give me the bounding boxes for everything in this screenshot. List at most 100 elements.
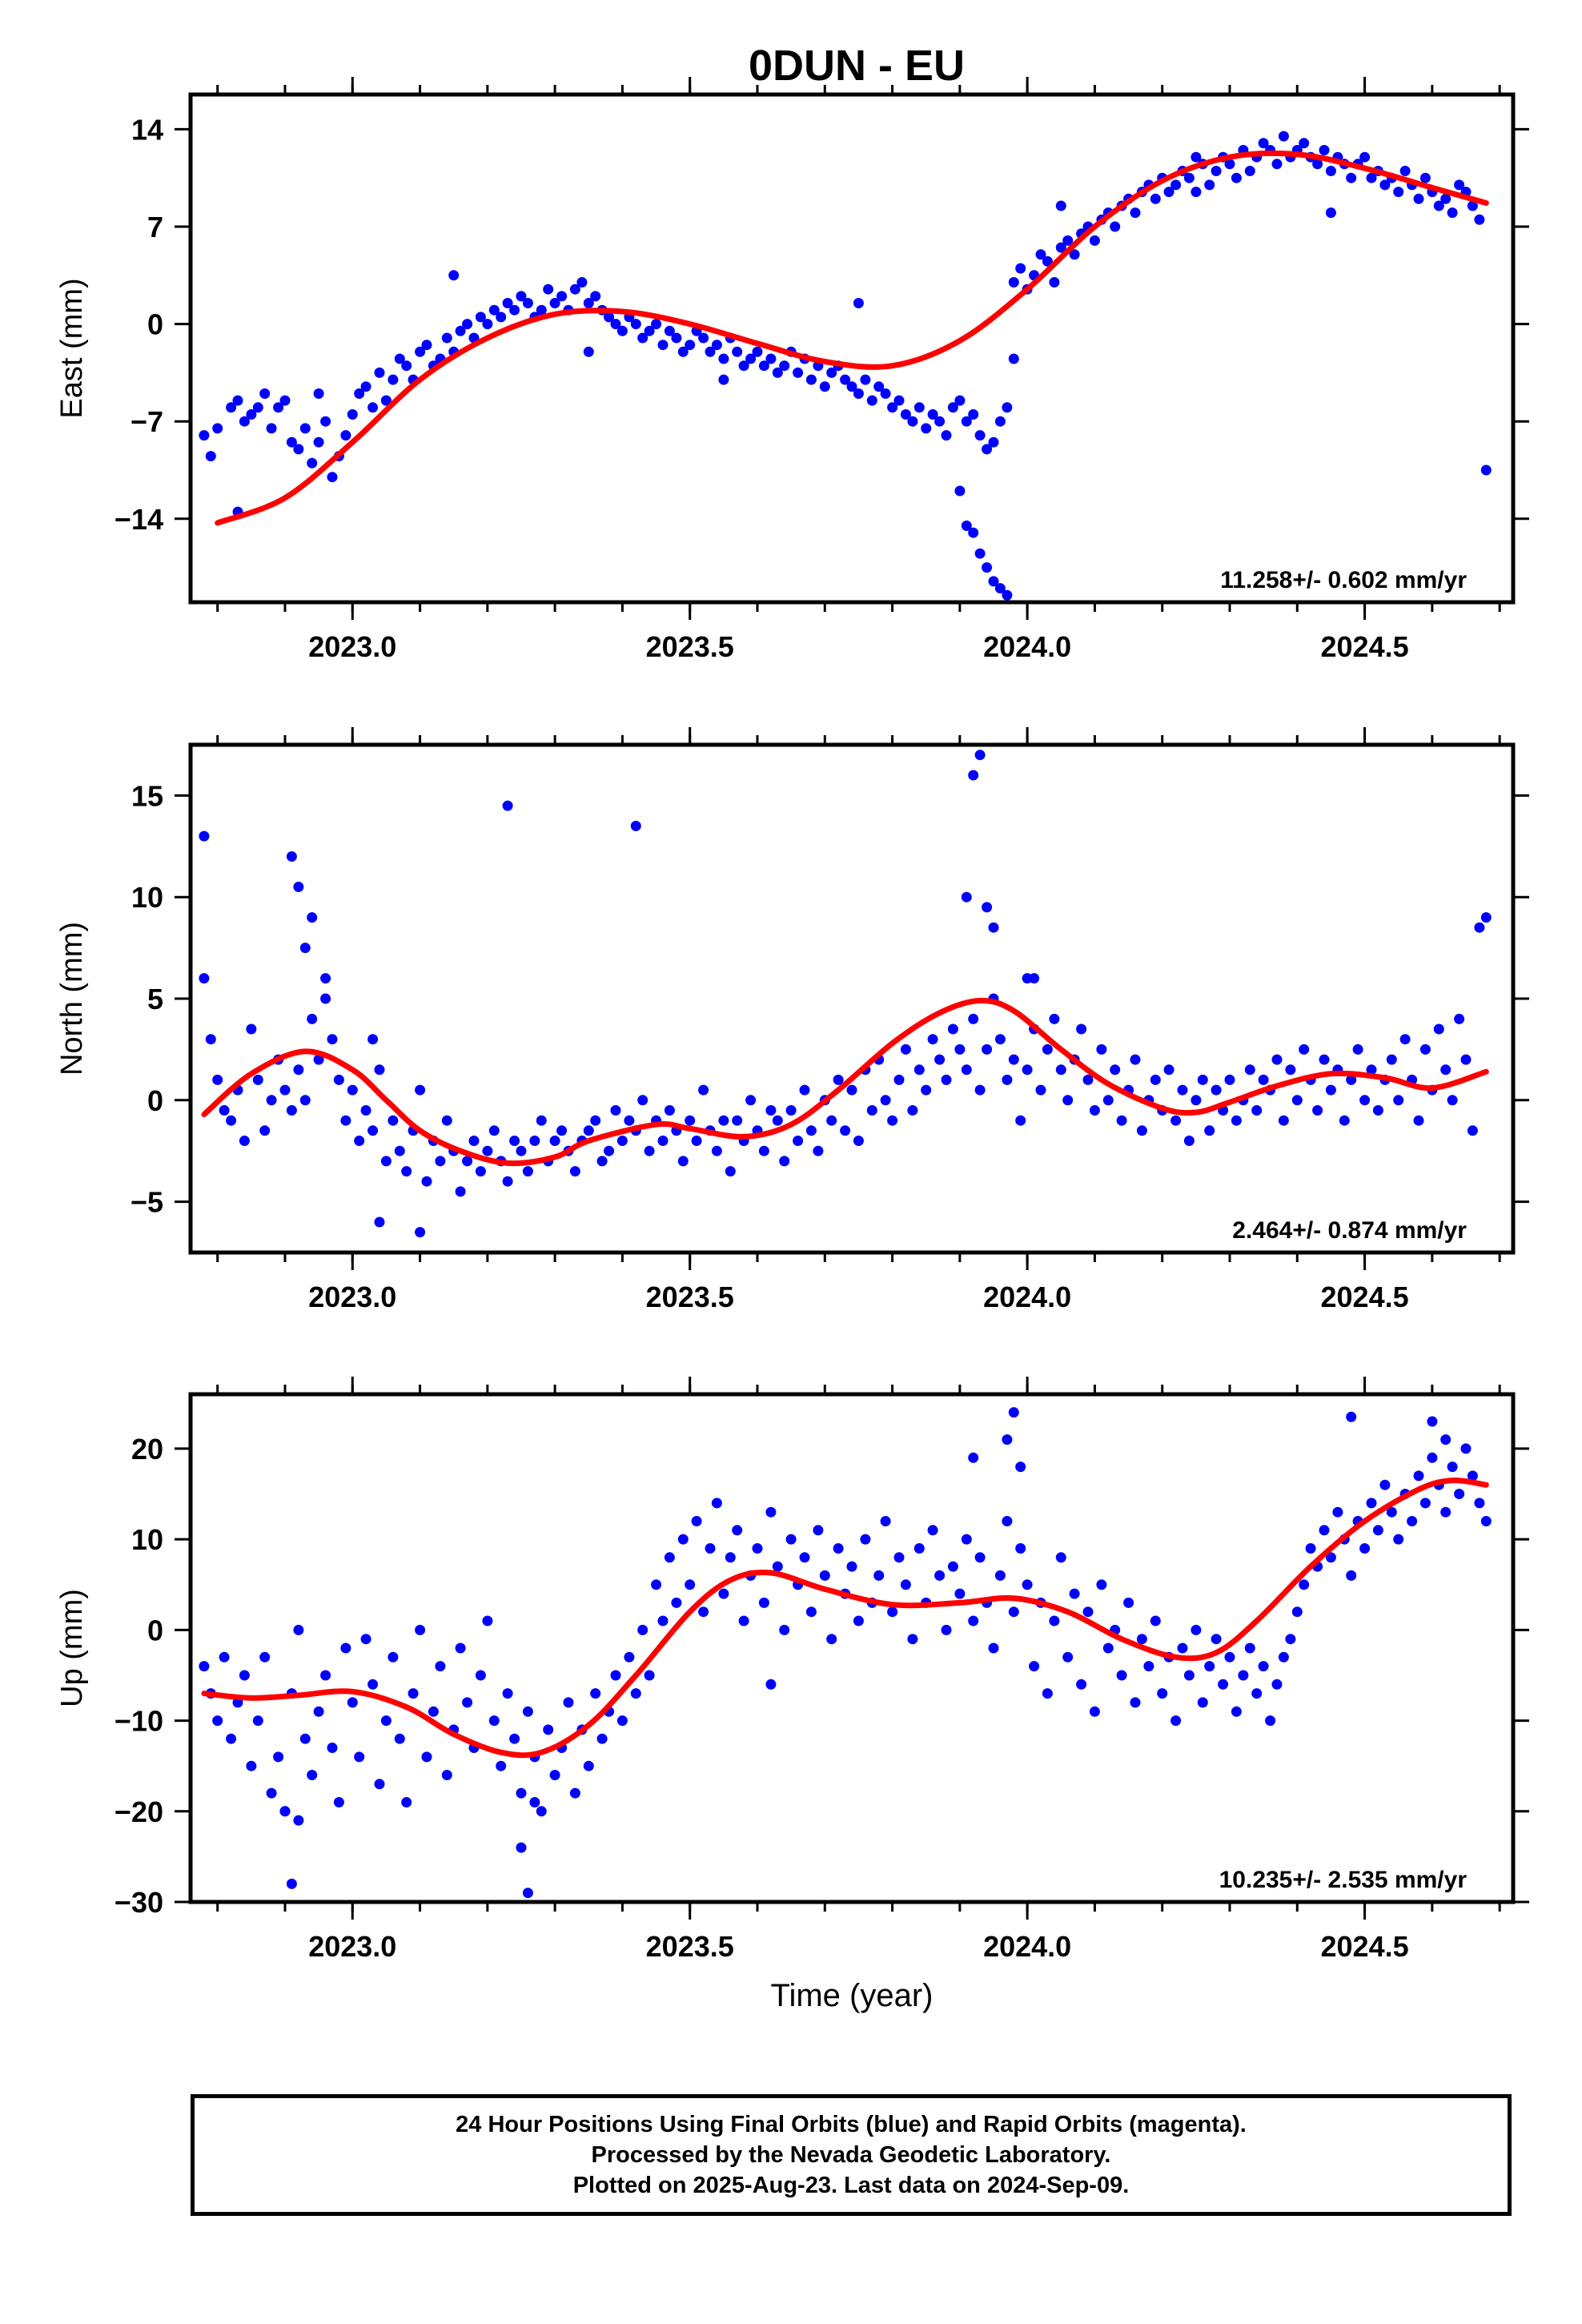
- east-point: [1366, 172, 1377, 183]
- east-point: [657, 340, 669, 351]
- up-point: [590, 1688, 601, 1699]
- east-point: [1170, 179, 1182, 191]
- east-point: [732, 346, 743, 357]
- east-point: [1454, 179, 1465, 191]
- north-point: [394, 1145, 405, 1156]
- east-point: [273, 402, 284, 413]
- north-point: [354, 1136, 365, 1146]
- up-point: [1096, 1579, 1107, 1590]
- east-y-tick-label: −14: [114, 503, 163, 536]
- east-point: [367, 402, 379, 413]
- up-point: [408, 1688, 419, 1699]
- north-point: [226, 1115, 237, 1126]
- east-x-tick-label: 2024.0: [983, 630, 1071, 663]
- up-point: [961, 1534, 972, 1545]
- up-point: [1325, 1552, 1336, 1563]
- east-point: [1224, 159, 1235, 170]
- north-point: [610, 1105, 621, 1116]
- east-point: [1069, 249, 1080, 260]
- east-point: [718, 374, 729, 385]
- up-point: [354, 1751, 365, 1763]
- up-point: [954, 1588, 966, 1599]
- east-point: [974, 430, 986, 441]
- up-point: [900, 1579, 911, 1590]
- up-point: [1244, 1642, 1255, 1654]
- north-point: [1035, 1084, 1046, 1096]
- north-point: [921, 1084, 932, 1096]
- up-point: [596, 1733, 608, 1744]
- east-point: [826, 367, 837, 378]
- north-point: [239, 1136, 250, 1146]
- east-point: [1062, 235, 1074, 246]
- up-point: [1055, 1552, 1066, 1563]
- up-point: [698, 1606, 709, 1618]
- up-point: [1197, 1697, 1208, 1708]
- north-point: [982, 902, 993, 913]
- up-point: [805, 1606, 817, 1618]
- up-point: [522, 1888, 533, 1899]
- up-point: [846, 1561, 857, 1572]
- up-point: [610, 1670, 621, 1681]
- north-x-tick-label: 2023.5: [646, 1281, 734, 1313]
- east-point: [1447, 207, 1458, 219]
- north-point: [887, 1115, 898, 1126]
- north-point: [1460, 1054, 1472, 1065]
- up-point: [340, 1642, 351, 1654]
- up-y-tick-label: −10: [114, 1705, 163, 1738]
- east-x-tick-label: 2023.0: [308, 630, 396, 663]
- east-point: [1002, 589, 1013, 601]
- east-x-tick-label: 2024.5: [1321, 630, 1409, 663]
- east-point: [1271, 159, 1283, 170]
- up-point: [1366, 1498, 1377, 1509]
- up-point: [968, 1452, 979, 1463]
- up-y-tick-label: 20: [131, 1433, 163, 1466]
- east-point: [982, 444, 993, 455]
- north-x-tick-label: 2024.0: [983, 1281, 1071, 1313]
- up-point: [657, 1615, 669, 1626]
- east-point: [900, 409, 911, 420]
- east-point: [543, 283, 554, 295]
- up-point: [853, 1615, 864, 1626]
- north-point: [1366, 1064, 1377, 1076]
- up-point: [1427, 1416, 1438, 1427]
- east-point: [307, 457, 318, 468]
- east-point: [685, 340, 696, 351]
- up-point: [536, 1806, 547, 1817]
- up-point: [1211, 1634, 1222, 1645]
- north-point: [516, 1145, 527, 1156]
- up-point: [947, 1561, 958, 1572]
- up-point: [367, 1679, 379, 1690]
- east-point: [1440, 193, 1452, 204]
- up-point: [273, 1751, 284, 1763]
- east-point: [927, 409, 938, 420]
- north-point: [698, 1084, 709, 1096]
- north-point: [327, 1034, 338, 1045]
- north-point: [293, 882, 304, 892]
- up-point: [934, 1570, 946, 1581]
- north-point: [853, 1136, 864, 1146]
- north-point: [374, 1064, 385, 1076]
- up-point: [516, 1842, 527, 1853]
- up-point: [1447, 1462, 1458, 1473]
- east-point: [212, 423, 223, 434]
- up-point: [893, 1552, 905, 1563]
- east-point: [1008, 277, 1019, 287]
- east-point: [1163, 187, 1174, 198]
- up-point: [1278, 1651, 1289, 1663]
- east-point: [252, 402, 263, 413]
- up-point: [1089, 1706, 1100, 1717]
- north-point: [785, 1105, 797, 1116]
- north-point: [900, 1043, 911, 1055]
- up-point: [1224, 1651, 1235, 1663]
- north-point: [1197, 1074, 1208, 1085]
- east-point: [752, 346, 763, 357]
- north-y-tick-label: −5: [130, 1186, 163, 1219]
- north-point: [664, 1105, 675, 1116]
- up-point: [1346, 1570, 1357, 1581]
- east-point: [1346, 172, 1357, 183]
- up-point: [522, 1706, 533, 1717]
- up-point: [752, 1543, 763, 1554]
- east-point: [604, 312, 615, 323]
- east-point: [887, 402, 898, 413]
- up-point: [691, 1516, 702, 1526]
